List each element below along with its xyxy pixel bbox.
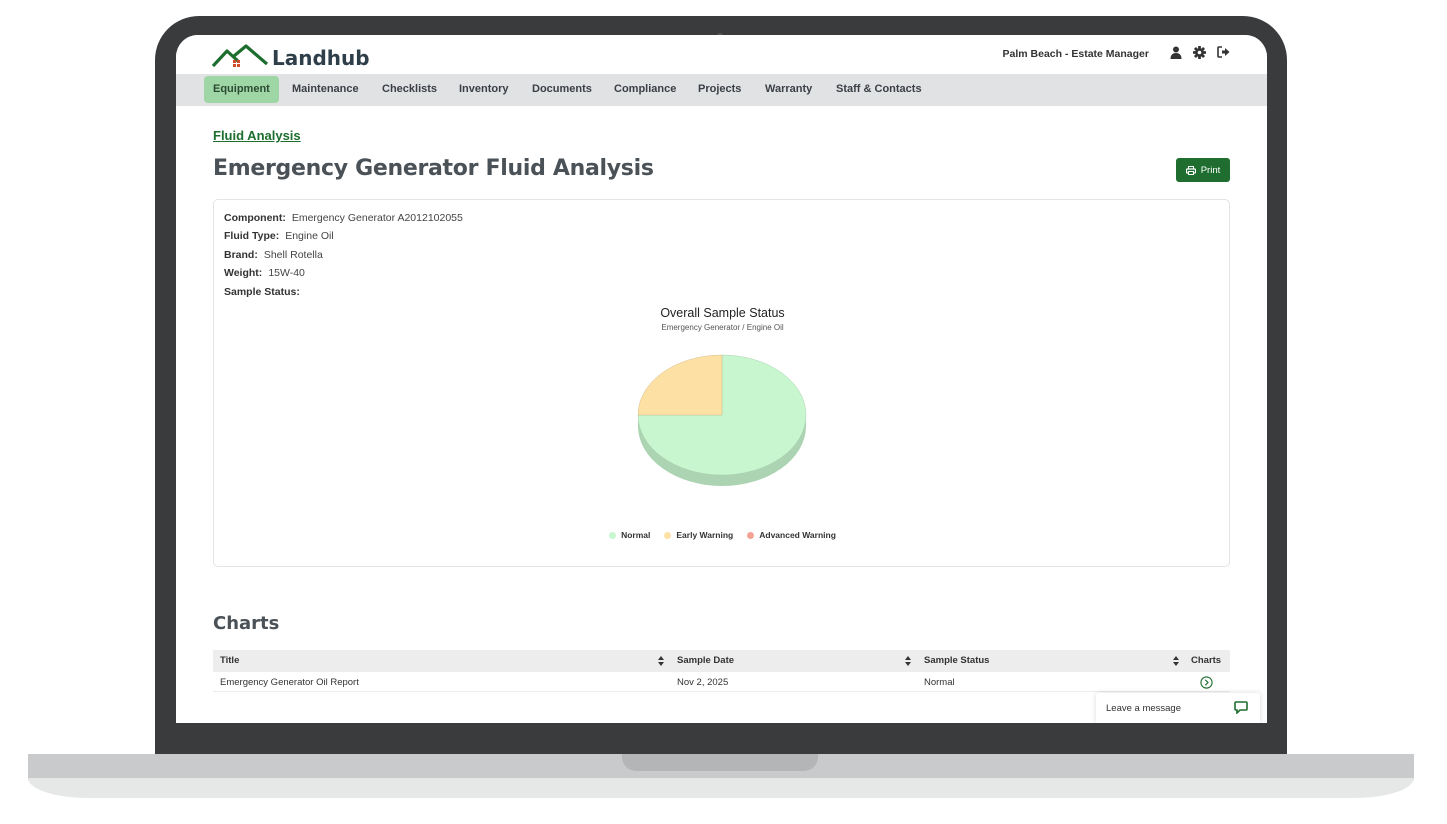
charts-heading: Charts — [213, 613, 280, 634]
leave-message-widget[interactable]: Leave a message — [1096, 693, 1260, 723]
col-title[interactable]: Title — [220, 655, 240, 666]
row-status: Normal — [924, 677, 955, 688]
sort-icon[interactable] — [1173, 656, 1179, 666]
fluid-type-value: Engine Oil — [285, 230, 334, 242]
legend-item-normal[interactable]: Normal — [609, 530, 650, 540]
table-header: Title Sample Date Sample Status Charts — [213, 650, 1230, 672]
nav-warranty[interactable]: Warranty — [765, 83, 813, 95]
leave-message-label: Leave a message — [1106, 703, 1181, 714]
table-row[interactable]: Emergency Generator Oil Report Nov 2, 20… — [213, 672, 1230, 692]
user-role-label[interactable]: Palm Beach - Estate Manager — [1002, 48, 1149, 60]
weight-value: 15W-40 — [268, 267, 305, 279]
user-icon[interactable] — [1170, 46, 1184, 60]
nav-projects[interactable]: Projects — [698, 83, 742, 95]
legend-item-advanced-warning[interactable]: Advanced Warning — [747, 530, 836, 540]
laptop-notch — [622, 754, 818, 771]
nav-compliance[interactable]: Compliance — [614, 83, 677, 95]
col-charts: Charts — [1191, 655, 1222, 666]
brand-value: Shell Rotella — [263, 249, 323, 261]
nav-checklists[interactable]: Checklists — [382, 83, 438, 95]
chart-subtitle: Emergency Generator / Engine Oil — [661, 323, 784, 332]
brand-label: Brand: — [224, 249, 258, 261]
printer-icon — [1185, 165, 1196, 175]
house-logo-icon — [212, 44, 268, 68]
chart-legend: Normal Early Warning Advanced Warning — [214, 530, 1231, 540]
nav-equipment[interactable]: Equipment — [204, 76, 279, 103]
pie-side-normal — [638, 415, 806, 486]
sample-status-row: Sample Status: — [224, 286, 306, 298]
view-chart-icon[interactable] — [1200, 676, 1213, 689]
component-row: Component: Emergency Generator A201210205… — [224, 212, 463, 224]
nav-staff-contacts[interactable]: Staff & Contacts — [836, 83, 922, 95]
component-label: Component: — [224, 212, 286, 224]
fluid-details-card: Component: Emergency Generator A201210205… — [213, 199, 1230, 567]
top-bar: Landhub Palm Beach - Estate Manager — [176, 35, 1267, 74]
pie-slice-early-warning[interactable] — [637, 354, 723, 416]
legend-dot — [609, 531, 617, 539]
chart-title: Overall Sample Status — [660, 306, 785, 320]
fluid-type-row: Fluid Type: Engine Oil — [224, 230, 334, 242]
sort-icon[interactable] — [658, 656, 664, 666]
legend-label: Early Warning — [676, 530, 734, 540]
logo-text: Landhub — [272, 46, 370, 70]
legend-dot — [664, 531, 672, 539]
sample-status-label: Sample Status: — [224, 286, 300, 298]
brand-row: Brand: Shell Rotella — [224, 249, 323, 261]
legend-label: Advanced Warning — [759, 530, 836, 540]
main-nav: Equipment Maintenance Checklists Invento… — [176, 74, 1267, 106]
landhub-logo[interactable]: Landhub — [212, 41, 370, 69]
charts-table: Title Sample Date Sample Status Charts E… — [213, 650, 1230, 692]
gear-icon[interactable] — [1193, 46, 1207, 60]
weight-row: Weight: 15W-40 — [224, 267, 305, 279]
row-date: Nov 2, 2025 — [677, 677, 729, 688]
laptop-base-lower — [28, 778, 1414, 798]
app-screen: Landhub Palm Beach - Estate Manager — [176, 35, 1267, 723]
print-label: Print — [1200, 164, 1221, 176]
page-title: Emergency Generator Fluid Analysis — [213, 156, 654, 181]
component-value: Emergency Generator A2012102055 — [291, 212, 463, 224]
fluid-type-label: Fluid Type: — [224, 230, 280, 242]
col-sample-date[interactable]: Sample Date — [677, 655, 735, 666]
legend-label: Normal — [621, 530, 651, 540]
legend-dot — [747, 531, 755, 539]
col-sample-status[interactable]: Sample Status — [924, 655, 990, 666]
chat-bubble-icon — [1234, 701, 1248, 714]
nav-maintenance[interactable]: Maintenance — [292, 83, 359, 95]
row-title: Emergency Generator Oil Report — [220, 677, 359, 688]
legend-item-early-warning[interactable]: Early Warning — [664, 530, 733, 540]
breadcrumb-fluid-analysis[interactable]: Fluid Analysis — [213, 128, 301, 143]
sign-out-icon[interactable] — [1217, 46, 1231, 60]
nav-inventory[interactable]: Inventory — [459, 83, 509, 95]
sample-status-pie-chart — [637, 354, 807, 486]
sort-icon[interactable] — [905, 656, 911, 666]
nav-documents[interactable]: Documents — [532, 83, 592, 95]
print-button[interactable]: Print — [1176, 158, 1230, 182]
pie-slice-normal[interactable] — [637, 354, 807, 476]
weight-label: Weight: — [224, 267, 263, 279]
